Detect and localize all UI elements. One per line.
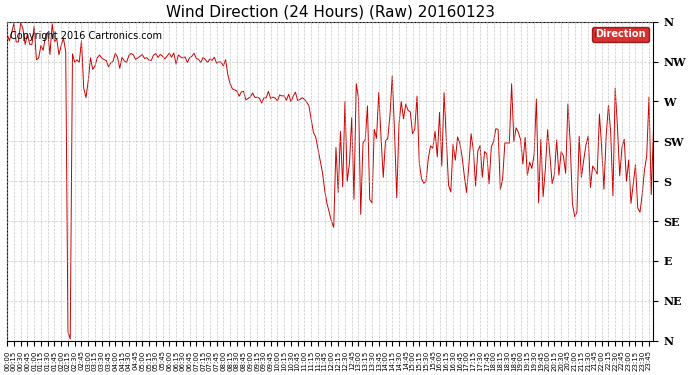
Legend: Direction: Direction <box>592 27 649 42</box>
Title: Wind Direction (24 Hours) (Raw) 20160123: Wind Direction (24 Hours) (Raw) 20160123 <box>166 4 495 19</box>
Text: Copyright 2016 Cartronics.com: Copyright 2016 Cartronics.com <box>10 31 162 41</box>
